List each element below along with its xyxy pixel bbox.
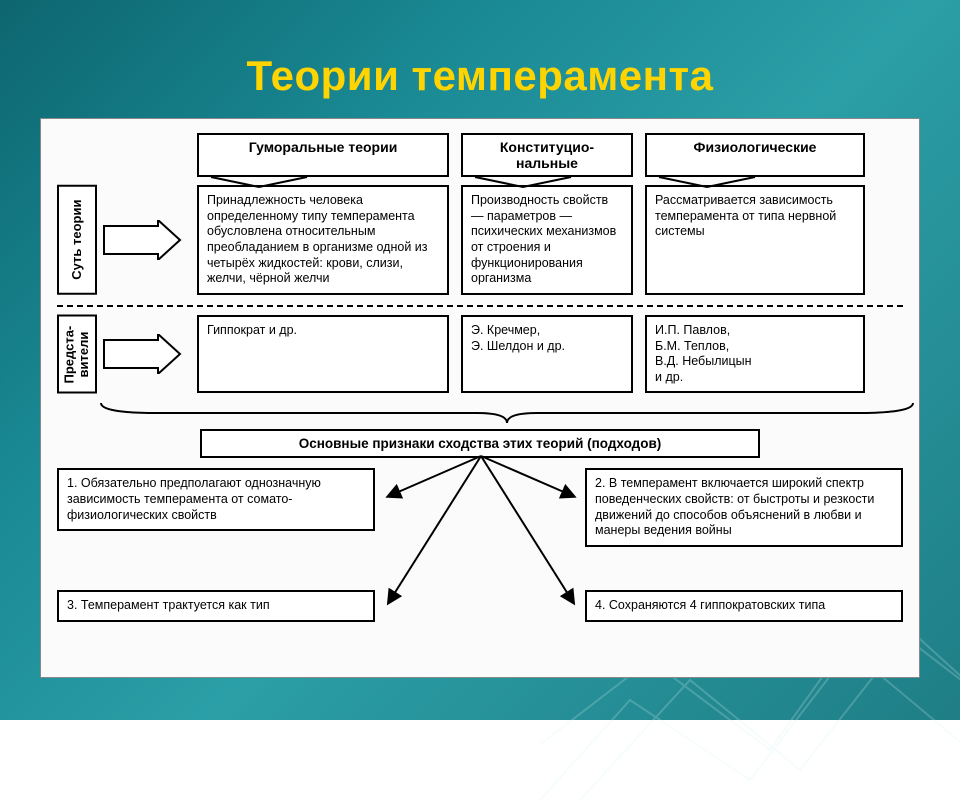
feature-box-4: 4. Сохраняются 4 гиппократовских типа xyxy=(585,590,903,622)
col-header-label: Гуморальные теории xyxy=(249,139,398,155)
col-header-physiological: Физиологические xyxy=(645,133,865,177)
slide-title: Теории темперамента xyxy=(0,52,960,100)
dashed-separator xyxy=(57,305,903,307)
brace-icon xyxy=(97,399,917,425)
common-features-grid: 1. Обязательно предполагают однозначную … xyxy=(57,468,903,678)
brace-row xyxy=(57,399,903,425)
col-header-label: Физиологические xyxy=(694,139,817,155)
content-sheet: Гуморальные теории Конституцио- нальные … xyxy=(40,118,920,678)
row-label-essence: Суть теории xyxy=(57,185,97,295)
row-label-representatives: Предста- вители xyxy=(57,315,97,394)
row-essence: Суть теории Принадлежность человека опре… xyxy=(57,185,903,295)
cell-rep-constitutional: Э. Кречмер, Э. Шелдон и др. xyxy=(461,315,633,394)
feature-box-1: 1. Обязательно предполагают однозначную … xyxy=(57,468,375,531)
feature-box-3: 3. Темперамент трактуется как тип xyxy=(57,590,375,622)
cell-essence-physiological: Рассматривается зависимость темперамента… xyxy=(645,185,865,295)
feature-box-2: 2. В темперамент включается широкий спек… xyxy=(585,468,903,547)
cell-rep-physiological: И.П. Павлов, Б.М. Теплов, В.Д. Небылицын… xyxy=(645,315,865,394)
arrow-right-icon xyxy=(102,334,182,374)
arrow-right-icon xyxy=(102,220,182,260)
col-header-constitutional: Конституцио- нальные xyxy=(461,133,633,177)
cell-rep-humoral: Гиппократ и др. xyxy=(197,315,449,394)
col-header-humoral: Гуморальные теории xyxy=(197,133,449,177)
radial-arrows-icon xyxy=(375,452,587,642)
col-header-label: Конституцио- нальные xyxy=(500,139,594,171)
cell-essence-constitutional: Производность свойств — параметров — пси… xyxy=(461,185,633,295)
cell-essence-humoral: Принадлежность человека определенному ти… xyxy=(197,185,449,295)
column-headers: Гуморальные теории Конституцио- нальные … xyxy=(197,133,903,177)
row-representatives: Предста- вители Гиппократ и др. Э. Кречм… xyxy=(57,315,903,394)
